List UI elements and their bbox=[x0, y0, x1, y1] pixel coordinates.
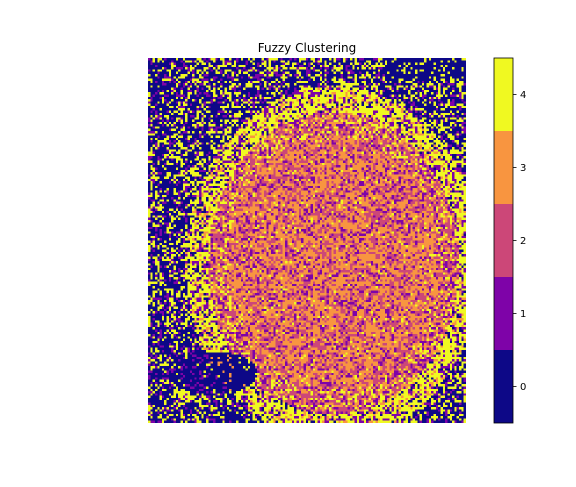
heatmap-image bbox=[148, 58, 466, 423]
colorbar-tick-label-0: 0 bbox=[520, 382, 526, 393]
colorbar-segment-2 bbox=[494, 204, 513, 277]
colorbar-tick-label-3: 3 bbox=[520, 163, 526, 174]
colorbar-segment-3 bbox=[494, 131, 513, 204]
colorbar bbox=[493, 57, 514, 424]
chart-title: Fuzzy Clustering bbox=[258, 41, 357, 55]
colorbar-ticks: 0 1 2 3 4 bbox=[513, 90, 526, 393]
colorbar-tick-label-1: 1 bbox=[520, 309, 526, 320]
colorbar-tick-label-2: 2 bbox=[520, 236, 526, 247]
heatmap-raster bbox=[148, 58, 466, 423]
colorbar-segment-1 bbox=[494, 277, 513, 350]
colorbar-segment-4 bbox=[494, 58, 513, 131]
colorbar-segment-0 bbox=[494, 350, 513, 423]
colorbar-tick-label-4: 4 bbox=[520, 90, 526, 101]
